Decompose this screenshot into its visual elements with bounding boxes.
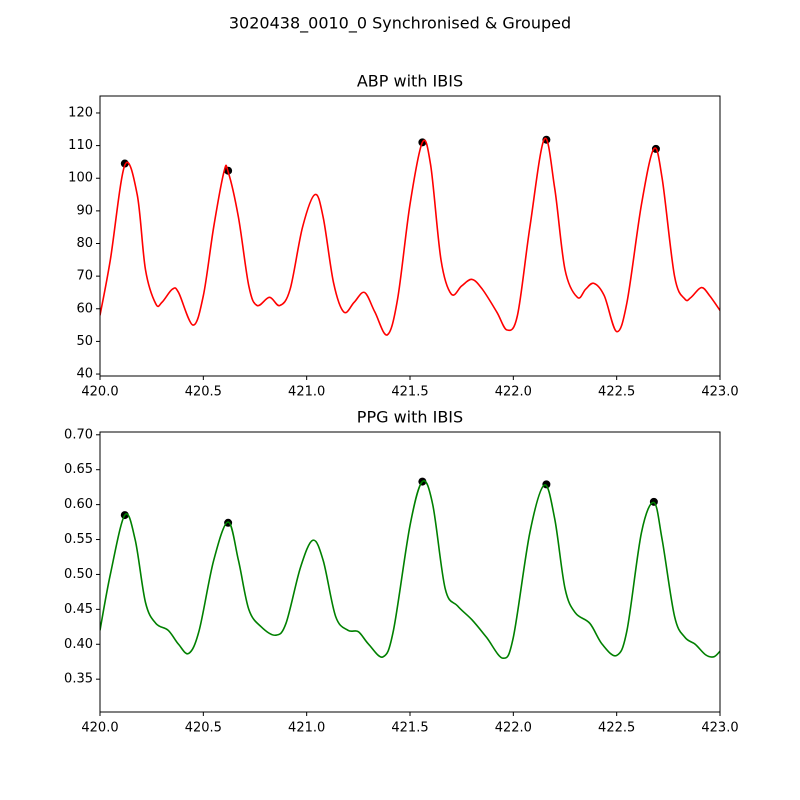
y-tick-label: 0.55 bbox=[64, 532, 93, 547]
y-tick-label: 70 bbox=[76, 269, 93, 284]
x-tick-label: 420.0 bbox=[81, 721, 118, 736]
y-tick-label: 40 bbox=[76, 367, 93, 382]
y-tick-label: 110 bbox=[68, 138, 93, 153]
signal-line bbox=[100, 137, 720, 336]
y-tick-label: 0.60 bbox=[64, 497, 93, 512]
subplot-title: ABP with IBIS bbox=[357, 72, 463, 91]
y-tick-label: 60 bbox=[76, 301, 93, 316]
plot-frame bbox=[99, 95, 721, 377]
x-tick-label: 421.0 bbox=[288, 721, 325, 736]
x-tick-label: 422.5 bbox=[598, 385, 635, 400]
x-tick-label: 420.5 bbox=[185, 385, 222, 400]
y-tick-label: 80 bbox=[76, 236, 93, 251]
y-tick-label: 0.50 bbox=[64, 567, 93, 582]
x-tick-label: 420.5 bbox=[185, 721, 222, 736]
x-tick-label: 422.5 bbox=[598, 721, 635, 736]
y-tick-label: 90 bbox=[76, 203, 93, 218]
peak-marker bbox=[542, 480, 551, 489]
x-tick-label: 422.0 bbox=[495, 385, 532, 400]
y-tick-label: 50 bbox=[76, 334, 93, 349]
x-tick-label: 421.0 bbox=[288, 385, 325, 400]
y-tick-label: 100 bbox=[68, 171, 93, 186]
x-tick-label: 423.0 bbox=[701, 721, 738, 736]
y-tick-label: 0.45 bbox=[64, 602, 93, 617]
y-tick-label: 120 bbox=[68, 105, 93, 120]
y-tick-label: 0.65 bbox=[64, 462, 93, 477]
y-tick-label: 0.35 bbox=[64, 672, 93, 687]
x-tick-label: 421.5 bbox=[391, 721, 428, 736]
subplot-title: PPG with IBIS bbox=[357, 408, 463, 427]
plot-frame bbox=[99, 431, 721, 713]
x-tick-label: 423.0 bbox=[701, 385, 738, 400]
figure-title: 3020438_0010_0 Synchronised & Grouped bbox=[229, 14, 571, 34]
y-tick-label: 0.40 bbox=[64, 637, 93, 652]
x-tick-label: 422.0 bbox=[495, 721, 532, 736]
y-tick-label: 0.70 bbox=[64, 427, 93, 442]
signal-line bbox=[100, 480, 720, 660]
x-tick-label: 421.5 bbox=[391, 385, 428, 400]
x-tick-label: 420.0 bbox=[81, 385, 118, 400]
